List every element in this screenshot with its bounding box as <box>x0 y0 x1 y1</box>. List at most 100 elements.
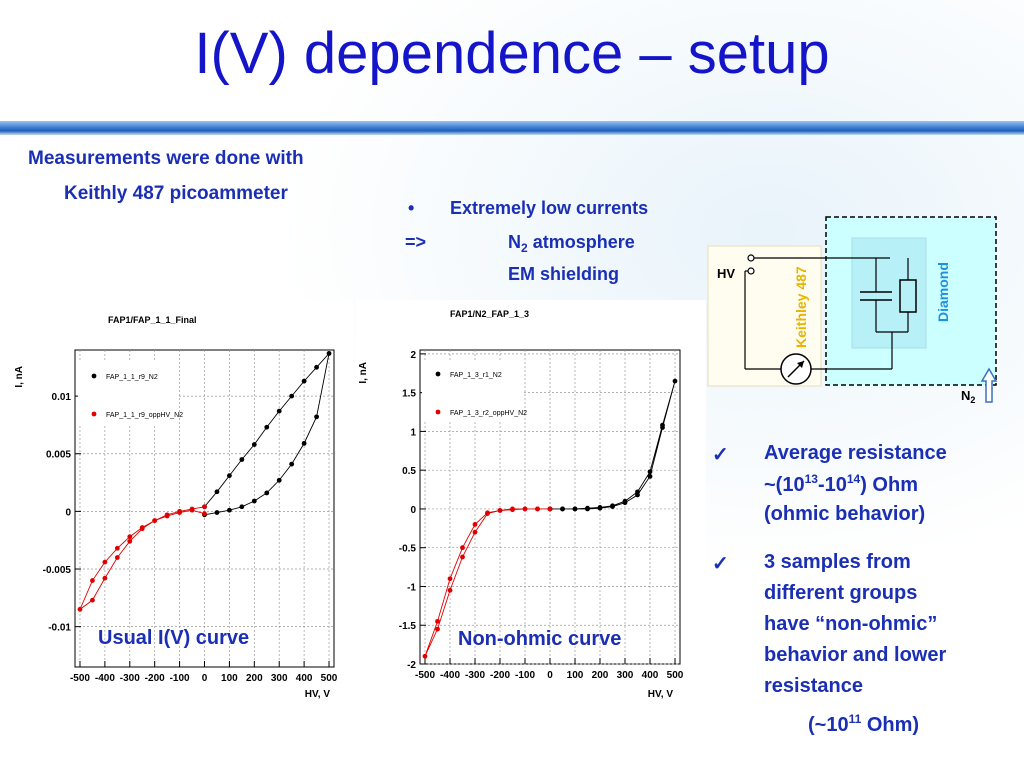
avg-resistance-line2: ~(1013-1014) Ohm <box>764 472 918 497</box>
data-point <box>460 545 465 551</box>
data-point <box>77 606 83 612</box>
legend-marker <box>91 373 97 379</box>
y-tick-label: 0.5 <box>402 466 416 477</box>
x-tick-label: -500 <box>415 670 435 681</box>
x-tick-label: -500 <box>70 673 90 684</box>
legend-label: FAP_1_3_r2_oppHV_N2 <box>450 410 527 417</box>
x-tick-label: 100 <box>567 670 584 681</box>
bullet-low-currents: Extremely low currents <box>450 198 649 218</box>
chart-title: FAP1/FAP_1_1_Final <box>108 315 197 325</box>
data-point <box>152 518 158 524</box>
data-point <box>127 534 133 540</box>
x-axis-label: HV, V <box>305 689 331 700</box>
x-tick-label: 500 <box>667 670 684 681</box>
x-tick-label: -200 <box>490 670 510 681</box>
samples-line4: behavior and lower <box>764 644 947 666</box>
data-point <box>239 457 245 462</box>
data-point <box>660 422 665 428</box>
check-icon: ✓ <box>712 553 729 575</box>
y-tick-label: -1 <box>407 582 416 593</box>
data-point <box>114 545 120 551</box>
data-point <box>214 510 220 515</box>
data-point <box>164 513 170 519</box>
samples-line6: (~1011 Ohm) <box>808 712 919 737</box>
data-point <box>447 576 453 582</box>
data-point <box>460 554 465 560</box>
data-point <box>251 442 257 447</box>
data-point <box>202 504 207 510</box>
legend-marker <box>435 371 441 377</box>
data-point <box>264 490 270 496</box>
legend-label: FAP_1_1_r9_oppHV_N2 <box>106 412 183 419</box>
chart-caption: Non-ohmic curve <box>458 628 621 650</box>
data-point <box>314 414 319 420</box>
bullet-dot: • <box>408 198 415 218</box>
y-tick-label: 0.01 <box>52 392 72 403</box>
r1-sup2: 14 <box>846 472 861 486</box>
r2-pre: (~10 <box>808 714 849 736</box>
x-tick-label: -400 <box>95 673 115 684</box>
data-point <box>314 364 319 370</box>
data-point <box>202 511 207 517</box>
r2-post: Ohm) <box>861 714 920 736</box>
data-point <box>435 626 440 632</box>
data-point <box>472 529 478 535</box>
data-point <box>326 351 332 356</box>
x-tick-label: 0 <box>547 670 553 681</box>
samples-line2: different groups <box>764 582 918 604</box>
data-point <box>189 507 195 513</box>
data-point <box>227 473 232 479</box>
y-axis-label: I, nA <box>358 362 369 384</box>
r1-sup1: 13 <box>804 472 818 486</box>
data-point <box>497 508 503 513</box>
samples-line1: 3 samples from <box>764 551 911 573</box>
data-point <box>90 578 95 583</box>
r1-pre: ~(10 <box>764 474 805 496</box>
data-point <box>264 424 270 430</box>
n2-atmosphere-sub: 2 <box>521 241 528 255</box>
data-point <box>239 504 245 510</box>
data-point <box>560 506 565 512</box>
x-tick-label: 500 <box>321 673 338 684</box>
data-point <box>127 538 133 544</box>
y-tick-label: 0 <box>410 505 416 516</box>
data-point <box>522 506 528 512</box>
data-point <box>647 473 653 479</box>
legend-label: FAP_1_3_r1_N2 <box>450 372 502 379</box>
y-tick-label: -1.5 <box>399 621 417 632</box>
x-tick-label: 400 <box>296 673 313 684</box>
data-point <box>485 511 490 516</box>
data-point <box>289 461 295 467</box>
data-point <box>572 506 578 512</box>
check-icon: ✓ <box>712 444 729 466</box>
n2-atmosphere-text: N2 atmosphere <box>508 232 635 255</box>
y-tick-label: -0.01 <box>48 623 71 634</box>
data-point <box>622 498 628 504</box>
x-tick-label: 200 <box>246 673 263 684</box>
data-point <box>447 587 453 593</box>
x-tick-label: -200 <box>145 673 165 684</box>
x-tick-label: -100 <box>170 673 190 684</box>
data-point <box>647 469 653 475</box>
r2-sup: 11 <box>848 712 862 726</box>
n2-atmosphere-rest: atmosphere <box>527 232 635 252</box>
data-point <box>635 489 640 495</box>
data-point <box>251 498 257 504</box>
data-point <box>672 378 678 384</box>
title-bar <box>0 121 1024 135</box>
y-tick-label: 1 <box>410 427 416 438</box>
x-tick-label: -300 <box>120 673 140 684</box>
data-point <box>547 506 553 512</box>
data-point <box>177 510 182 515</box>
slide-title: I(V) dependence – setup <box>194 21 830 86</box>
data-point <box>597 504 603 510</box>
r1-mid: -10 <box>817 474 847 496</box>
y-tick-label: 2 <box>410 350 416 361</box>
y-tick-label: -0.5 <box>399 544 417 555</box>
measurement-text-line2: Keithly 487 picoammeter <box>64 183 288 204</box>
data-point <box>301 378 307 384</box>
em-shielding-text: EM shielding <box>508 264 620 284</box>
data-point <box>510 507 515 513</box>
data-point <box>214 489 220 495</box>
